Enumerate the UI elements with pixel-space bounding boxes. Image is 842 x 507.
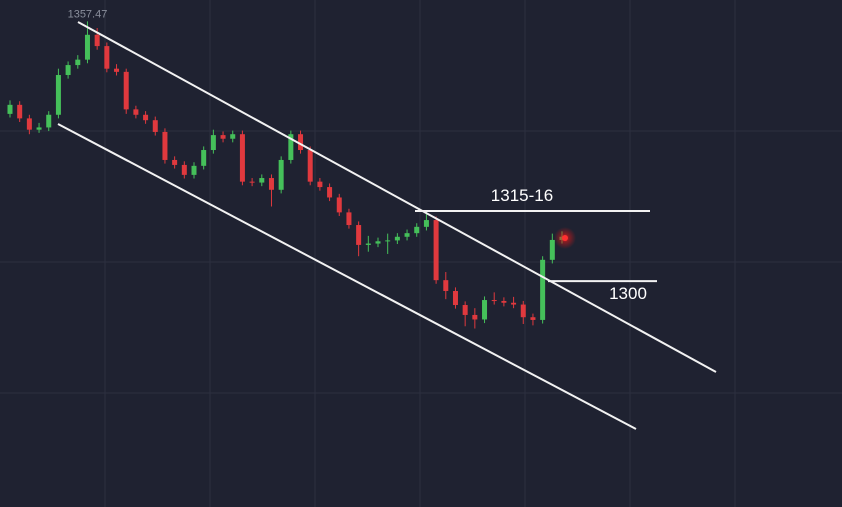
candle-body	[317, 181, 323, 188]
candle-body	[385, 240, 391, 242]
candle-body	[452, 291, 458, 306]
candle-body	[210, 135, 216, 151]
candle-body	[55, 75, 61, 115]
candle-body	[298, 134, 304, 151]
candle-body	[472, 314, 478, 320]
levels: 1315-16 1300	[415, 186, 657, 303]
candle-body	[404, 233, 410, 237]
candle-body	[423, 220, 429, 227]
candle-body	[133, 109, 139, 115]
candle-body	[249, 181, 255, 183]
candle-body	[549, 239, 555, 260]
live-dot	[562, 235, 568, 241]
candle-body	[278, 159, 284, 190]
candle-body	[501, 300, 507, 303]
candle-body	[394, 236, 400, 241]
candle-body	[17, 104, 23, 119]
candle-body	[462, 305, 468, 315]
candles: 1357.47	[7, 8, 565, 329]
candle-body	[220, 135, 226, 139]
candle-body	[239, 134, 245, 182]
candle-body	[26, 118, 32, 130]
candle-body	[540, 259, 546, 320]
level-label: 1315-16	[491, 186, 553, 205]
candle-body	[162, 131, 168, 160]
candle-body	[482, 300, 488, 320]
candle-body	[114, 68, 120, 72]
candle-body	[201, 150, 207, 166]
candle-body	[414, 226, 420, 234]
candle-body	[268, 178, 274, 190]
candle-body	[307, 150, 313, 182]
candle-body	[511, 302, 517, 305]
candle-body	[123, 71, 129, 110]
candle-body	[491, 300, 497, 302]
candle-body	[181, 164, 187, 175]
channel-upper	[77, 21, 717, 373]
candle-body	[288, 134, 294, 160]
candle-body	[152, 120, 158, 132]
candle-body	[327, 187, 333, 198]
candle-body	[7, 104, 13, 114]
candle-body	[46, 114, 52, 128]
candle-body	[365, 243, 371, 245]
level-label: 1300	[609, 284, 647, 303]
candle-body	[230, 134, 236, 139]
candle-body	[75, 59, 81, 66]
candle-body	[104, 46, 110, 69]
candle-body	[356, 225, 362, 245]
candle-body	[375, 241, 381, 244]
high-label: 1357.47	[68, 8, 108, 20]
candle-body	[336, 197, 342, 213]
candle-body	[520, 304, 526, 318]
candle-body	[84, 34, 90, 60]
candle-body	[433, 220, 439, 281]
candle-body	[65, 65, 71, 76]
channel-lower	[57, 123, 637, 430]
channel	[57, 21, 717, 430]
candle-body	[143, 114, 149, 121]
candle-body	[346, 212, 352, 226]
candle-body	[172, 159, 178, 165]
candle-body	[191, 165, 197, 175]
candle-body	[259, 178, 265, 183]
candle-body	[530, 317, 536, 320]
candle-body	[36, 127, 42, 130]
candle-body	[94, 34, 100, 47]
candle-body	[443, 280, 449, 292]
